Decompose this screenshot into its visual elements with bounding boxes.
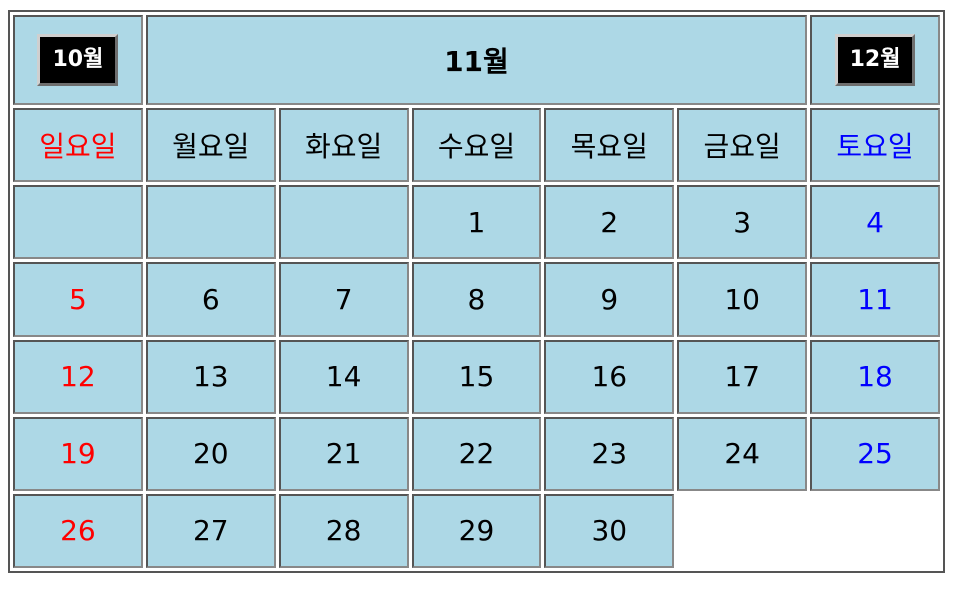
day-cell[interactable]: 29 bbox=[411, 493, 542, 568]
day-cell-sunday[interactable]: 12 bbox=[13, 339, 143, 414]
month-title: 11월 bbox=[444, 45, 509, 79]
day-cell-sunday[interactable]: 5 bbox=[13, 262, 143, 337]
day-cell[interactable]: 3 bbox=[677, 185, 808, 260]
day-cell-saturday[interactable]: 18 bbox=[810, 339, 940, 414]
day-cell[interactable]: 17 bbox=[677, 339, 808, 414]
next-month-button[interactable]: 12월 bbox=[834, 34, 916, 87]
weekday-header-monday: 월요일 bbox=[145, 108, 276, 183]
day-cell-saturday[interactable]: 4 bbox=[810, 185, 940, 260]
day-cell[interactable]: 16 bbox=[544, 339, 675, 414]
day-cell[interactable]: 1 bbox=[411, 185, 542, 260]
prev-month-cell: 10월 bbox=[13, 15, 143, 106]
month-title-cell: 11월 bbox=[145, 15, 808, 106]
calendar-header-row: 10월 11월 12월 bbox=[13, 15, 940, 106]
day-cell-empty bbox=[145, 185, 276, 260]
day-cell[interactable]: 28 bbox=[278, 493, 409, 568]
day-cell[interactable]: 30 bbox=[544, 493, 675, 568]
day-cell-sunday[interactable]: 26 bbox=[13, 493, 143, 568]
day-cell-empty bbox=[13, 185, 143, 260]
weekday-header-thursday: 목요일 bbox=[544, 108, 675, 183]
weekday-header-friday: 금요일 bbox=[677, 108, 808, 183]
day-cell[interactable]: 10 bbox=[677, 262, 808, 337]
day-cell[interactable]: 23 bbox=[544, 416, 675, 491]
day-cell-sunday[interactable]: 19 bbox=[13, 416, 143, 491]
day-cell[interactable]: 6 bbox=[145, 262, 276, 337]
prev-month-button[interactable]: 10월 bbox=[37, 34, 119, 87]
trailing-blank-cell bbox=[810, 493, 940, 568]
next-month-cell: 12월 bbox=[810, 15, 940, 106]
week-row: 26 27 28 29 30 bbox=[13, 493, 940, 568]
day-cell-empty bbox=[278, 185, 409, 260]
day-cell[interactable]: 21 bbox=[278, 416, 409, 491]
day-cell[interactable]: 27 bbox=[145, 493, 276, 568]
weekday-header-tuesday: 화요일 bbox=[278, 108, 409, 183]
week-row: 5 6 7 8 9 10 11 bbox=[13, 262, 940, 337]
day-cell[interactable]: 8 bbox=[411, 262, 542, 337]
day-cell[interactable]: 14 bbox=[278, 339, 409, 414]
calendar-table: 10월 11월 12월 일요일 월요일 화요일 수요일 목요일 금요일 토요일 … bbox=[8, 10, 945, 573]
day-cell[interactable]: 2 bbox=[544, 185, 675, 260]
day-cell[interactable]: 22 bbox=[411, 416, 542, 491]
trailing-blank-cell bbox=[677, 493, 808, 568]
day-cell[interactable]: 20 bbox=[145, 416, 276, 491]
day-cell[interactable]: 7 bbox=[278, 262, 409, 337]
day-cell[interactable]: 15 bbox=[411, 339, 542, 414]
weekday-header-sunday: 일요일 bbox=[13, 108, 143, 183]
day-cell[interactable]: 24 bbox=[677, 416, 808, 491]
week-row: 12 13 14 15 16 17 18 bbox=[13, 339, 940, 414]
week-row: 19 20 21 22 23 24 25 bbox=[13, 416, 940, 491]
day-cell[interactable]: 13 bbox=[145, 339, 276, 414]
day-cell[interactable]: 9 bbox=[544, 262, 675, 337]
weekday-header-saturday: 토요일 bbox=[810, 108, 940, 183]
weekday-header-row: 일요일 월요일 화요일 수요일 목요일 금요일 토요일 bbox=[13, 108, 940, 183]
day-cell-saturday[interactable]: 11 bbox=[810, 262, 940, 337]
weekday-header-wednesday: 수요일 bbox=[411, 108, 542, 183]
week-row: 1 2 3 4 bbox=[13, 185, 940, 260]
day-cell-saturday[interactable]: 25 bbox=[810, 416, 940, 491]
